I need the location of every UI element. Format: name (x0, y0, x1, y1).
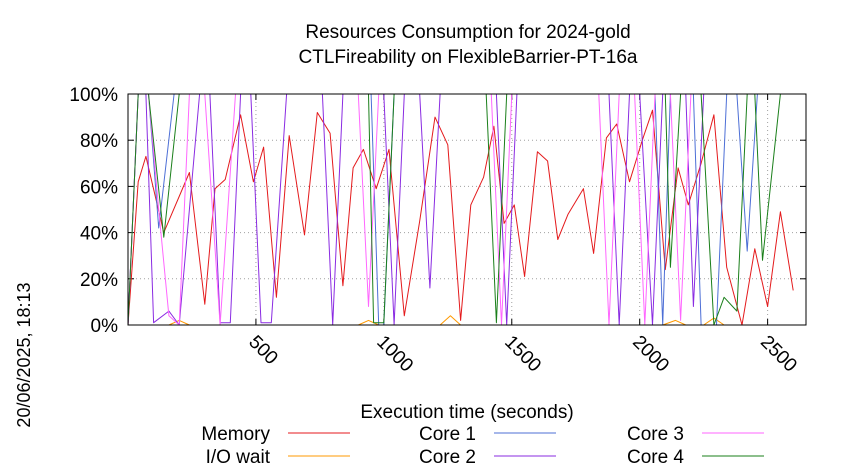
series-line-i-o-wait (128, 315, 806, 326)
chart-title-line2: CTLFireability on FlexibleBarrier-PT-16a (299, 47, 638, 68)
series-line-core-4 (127, 93, 806, 326)
legend-label: Core 1 (419, 424, 476, 445)
legend-label: Core 3 (627, 424, 684, 445)
legend-label: Memory (201, 424, 270, 445)
legend-label: Core 2 (419, 447, 476, 468)
chart-title-line1: Resources Consumption for 2024-gold (305, 22, 630, 43)
y-tick-label: 80% (80, 131, 118, 152)
series-line-core-3 (127, 93, 806, 326)
x-axis-label: Execution time (seconds) (360, 402, 573, 423)
y-tick-label: 40% (80, 224, 118, 245)
y-tick-label: 0% (91, 316, 119, 337)
y-tick-label: 100% (69, 85, 118, 106)
series-line-core-1 (127, 93, 806, 326)
legend-label: Core 4 (627, 447, 684, 468)
timestamp-label: 20/06/2025, 18:13 (14, 282, 34, 427)
series-line-memory (127, 109, 794, 326)
x-tick-label: 1000 (372, 332, 417, 377)
y-tick-label: 60% (80, 177, 118, 198)
series-line-core-2 (127, 93, 806, 326)
grid-lines (128, 94, 806, 325)
x-tick-label: 1500 (500, 332, 545, 377)
plot-frame (127, 93, 807, 326)
series-lines (127, 93, 806, 326)
x-tick-label: 2000 (628, 332, 673, 377)
y-tick-label: 20% (80, 270, 118, 291)
x-tick-label: 500 (244, 332, 281, 369)
legend-label: I/O wait (206, 447, 271, 468)
x-tick-label: 2500 (756, 332, 801, 377)
x-axis-ticks: 500 1000 1500 2000 2500 (244, 94, 801, 377)
